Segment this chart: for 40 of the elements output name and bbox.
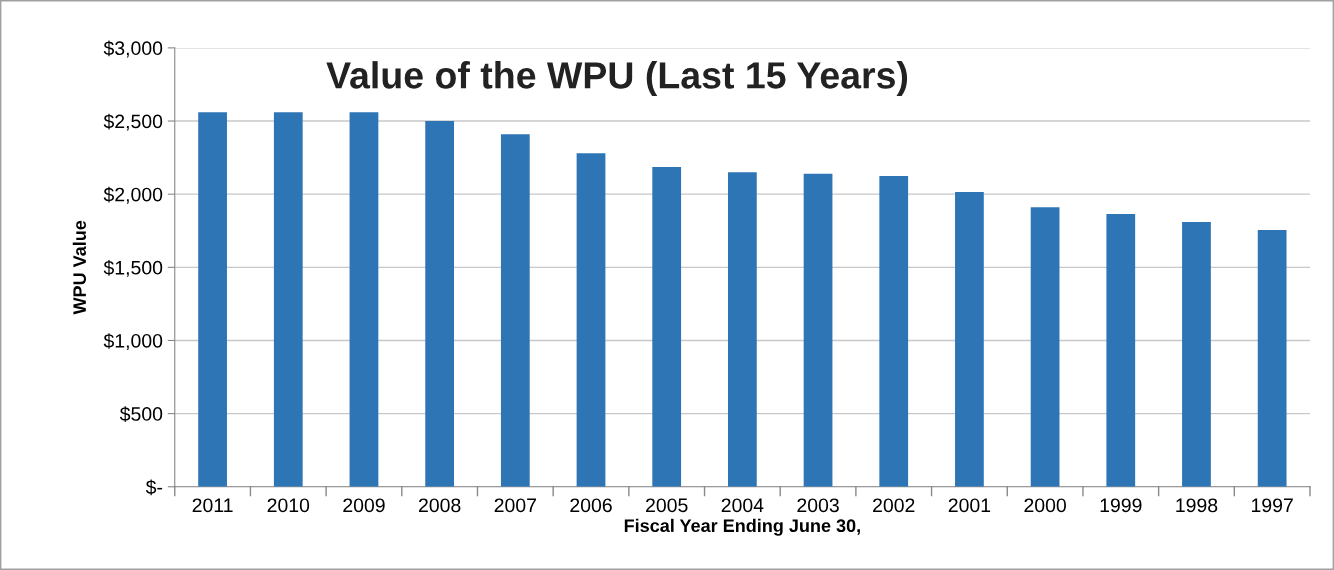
bar (576, 153, 606, 487)
x-tick-label: 2001 (948, 498, 991, 513)
y-tick-label: $3,000 (103, 40, 163, 58)
x-tick-label: 2003 (797, 498, 839, 513)
y-tick-label: $500 (119, 406, 163, 423)
bar (349, 112, 379, 487)
bar (955, 191, 984, 487)
x-axis-title: Fiscal Year Ending June 30, (624, 518, 860, 536)
x-tick-label: 1998 (1176, 498, 1218, 513)
y-tick-label: $1,000 (103, 333, 163, 351)
x-tick-label: 2008 (418, 498, 461, 513)
y-tick-label: $1,500 (103, 259, 163, 277)
bar (198, 112, 227, 487)
bar (803, 173, 833, 487)
bar (1257, 230, 1287, 487)
bar (1182, 221, 1211, 487)
bar (1030, 207, 1060, 487)
bar (652, 167, 682, 487)
x-tick-label: 2004 (721, 498, 764, 513)
x-tick-label: 1997 (1252, 498, 1293, 513)
bar (727, 172, 757, 487)
x-tick-label: 2007 (494, 498, 536, 513)
x-tick-label: 2011 (192, 498, 233, 513)
x-tick-label: 2005 (646, 498, 688, 513)
bar (500, 134, 530, 487)
x-tick-label: 2000 (1024, 498, 1066, 513)
x-tick-label: 2010 (267, 498, 310, 513)
x-tick-label: 2009 (343, 498, 385, 513)
y-axis-title: WPU Value (72, 220, 87, 315)
x-tick-label: 2002 (873, 498, 915, 513)
chart-title: Value of the WPU (Last 15 Years) (326, 61, 908, 97)
bar (1106, 213, 1136, 487)
bar (273, 112, 303, 487)
y-tick-label: $2,000 (103, 186, 163, 204)
x-tick-label: 1999 (1100, 498, 1142, 513)
y-tick-label: $2,500 (103, 113, 163, 131)
y-tick-label: $- (145, 479, 163, 496)
bar (879, 175, 909, 487)
x-tick-label: 2006 (570, 498, 612, 513)
bar (425, 121, 455, 487)
